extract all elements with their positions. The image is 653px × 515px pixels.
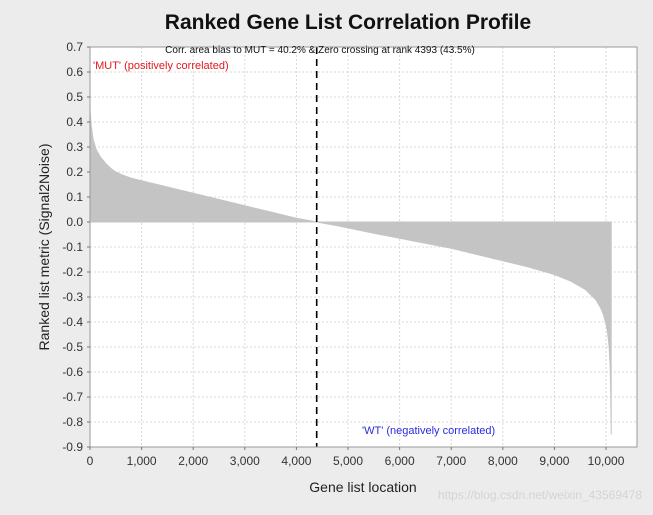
- y-tick-label: -0.7: [62, 390, 83, 404]
- chart-title: Ranked Gene List Correlation Profile: [165, 11, 531, 34]
- x-tick-label: 2,000: [178, 454, 208, 468]
- y-tick-label: 0.3: [66, 140, 83, 154]
- y-axis: 0.7 0.6 0.5 0.4 0.3 0.2 0.1 0.0 -0.1 -0.2 -0.3 -0.4…: [62, 40, 90, 454]
- x-axis: 0 1,000 2,000 3,000 4,000 5,000 6,000 7,000 8,00…: [87, 447, 625, 468]
- annotation-negative: 'WT' (negatively correlated): [362, 425, 495, 437]
- watermark: https://blog.csdn.net/weixin_43569478: [438, 488, 642, 502]
- x-tick-label: 5,000: [333, 454, 363, 468]
- y-tick-label: -0.3: [62, 290, 83, 304]
- x-tick-label: 8,000: [488, 454, 518, 468]
- x-tick-label: 7,000: [436, 454, 466, 468]
- x-tick-label: 4,000: [281, 454, 311, 468]
- y-tick-label: 0.0: [66, 215, 83, 229]
- y-tick-label: 0.7: [66, 40, 83, 54]
- y-tick-label: 0.1: [66, 190, 83, 204]
- y-tick-label: 0.5: [66, 90, 83, 104]
- y-tick-label: -0.4: [62, 315, 83, 329]
- x-tick-label: 6,000: [385, 454, 415, 468]
- y-tick-label: -0.6: [62, 365, 83, 379]
- y-tick-label: 0.4: [66, 115, 83, 129]
- x-axis-label: Gene list location: [309, 479, 416, 495]
- y-axis-label: Ranked list metric (Signal2Noise): [36, 144, 52, 351]
- y-tick-label: -0.5: [62, 340, 83, 354]
- x-tick-label: 0: [87, 454, 94, 468]
- x-tick-label: 10,000: [588, 454, 625, 468]
- x-tick-label: 1,000: [127, 454, 157, 468]
- x-tick-label: 3,000: [230, 454, 260, 468]
- y-tick-label: -0.9: [62, 440, 83, 454]
- y-tick-label: -0.8: [62, 415, 83, 429]
- y-tick-label: -0.1: [62, 240, 83, 254]
- annotation-top: Corr. area bias to MUT = 40.2% & Zero cr…: [165, 45, 475, 56]
- y-tick-label: 0.2: [66, 165, 83, 179]
- annotation-positive: 'MUT' (positively correlated): [93, 60, 229, 72]
- y-tick-label: -0.2: [62, 265, 83, 279]
- series-area: [89, 109, 612, 435]
- y-tick-label: 0.6: [66, 65, 83, 79]
- x-tick-label: 9,000: [539, 454, 569, 468]
